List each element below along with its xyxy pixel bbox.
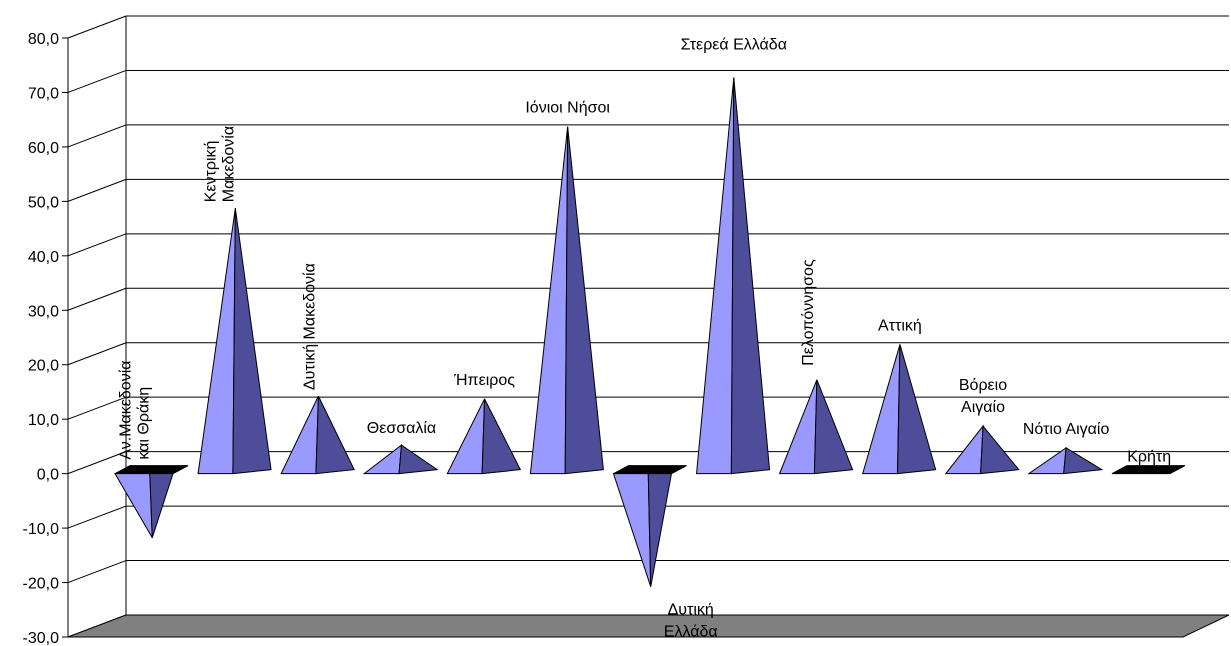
gridline-diagonal <box>67 451 127 475</box>
gridline-diagonal <box>67 505 127 529</box>
bar-front-face <box>280 395 319 475</box>
bar-side-face <box>481 398 522 475</box>
bar-side-face <box>980 424 1020 475</box>
category-label: Ήπειρος <box>453 372 515 389</box>
category-label-line: Αν.Μακεδονία <box>117 360 134 459</box>
category-label-line: Δυτική Μακεδονία <box>301 263 318 390</box>
y-tick-label: 50,0 <box>28 194 59 211</box>
category-label: Στερεά Ελλάδα <box>681 37 787 54</box>
y-tick-label: 0,0 <box>37 467 59 484</box>
y-tick-label: 20,0 <box>28 358 59 375</box>
gridline-diagonal <box>67 396 127 420</box>
category-label: Δυτική <box>668 602 714 619</box>
category-label: Δυτική Μακεδονία <box>301 263 318 390</box>
category-label: Ελλάδα <box>664 624 718 641</box>
category-label: Αν.Μακεδονία και Θράκη <box>117 360 152 459</box>
bar-side-face <box>730 77 771 475</box>
gridline-diagonal <box>67 560 127 584</box>
y-tick-label: 30,0 <box>28 303 59 320</box>
bar-side-face <box>149 473 174 538</box>
category-label: Αιγαίο <box>961 399 1005 416</box>
y-tick-label: 60,0 <box>28 140 59 157</box>
category-label: Αττική <box>878 317 922 334</box>
category-label: Βόρειο <box>959 377 1007 394</box>
bar-zero-square <box>1111 465 1186 475</box>
bar-side-face <box>813 379 854 475</box>
category-label: Θεσσαλία <box>367 420 436 437</box>
category-label: Ιόνιοι Νήσοι <box>525 100 610 117</box>
bar-side-face <box>564 126 604 475</box>
category-label: Κρήτη <box>1127 449 1171 466</box>
bar-front-face <box>529 126 569 475</box>
category-label-line: Κεντρική <box>202 141 219 203</box>
bar-side-face <box>232 208 272 475</box>
category-label-line: Πελοπόννησος <box>800 259 817 366</box>
category-label-line: και Θράκη <box>135 387 152 460</box>
bar-side-face <box>1063 447 1104 475</box>
gridline-diagonal <box>67 69 127 93</box>
category-label-line: Μακεδονία <box>220 126 237 202</box>
category-label: Νότιο Αιγαίο <box>1023 421 1110 438</box>
gridline-diagonal <box>67 178 127 202</box>
chart-floor <box>67 614 1230 638</box>
bar-front-face <box>446 398 486 475</box>
y-tick-label: 40,0 <box>28 249 59 266</box>
bar-front-face <box>197 208 236 475</box>
bar-front-face <box>362 444 403 475</box>
y-tick-label: -30,0 <box>23 630 60 646</box>
y-tick-label: 70,0 <box>28 85 59 102</box>
category-label: Κεντρική Μακεδονία <box>202 126 237 202</box>
gridline-diagonal <box>67 233 127 257</box>
bar-front-face <box>695 77 735 475</box>
y-tick-label: 10,0 <box>28 412 59 429</box>
bar-side-face <box>398 444 439 475</box>
bar-top-square <box>613 465 687 475</box>
category-label: Πελοπόννησος <box>800 259 817 366</box>
bar-front-face <box>862 344 901 475</box>
bar-front-face <box>944 424 984 475</box>
gridline-diagonal <box>67 124 127 148</box>
gridline-diagonal <box>67 287 127 311</box>
bar-front-face <box>612 473 652 587</box>
bar-front-face <box>114 473 153 538</box>
bar-side-face <box>896 344 937 475</box>
gridline-diagonal <box>67 342 127 366</box>
y-tick-label: -10,0 <box>23 521 60 538</box>
y-tick-label: 80,0 <box>28 31 59 48</box>
y-tick-label: -20,0 <box>23 576 60 593</box>
bar-side-face <box>315 395 355 475</box>
bar-side-face <box>647 473 673 587</box>
bar-front-face <box>778 379 818 475</box>
gridline-diagonal <box>67 15 127 39</box>
